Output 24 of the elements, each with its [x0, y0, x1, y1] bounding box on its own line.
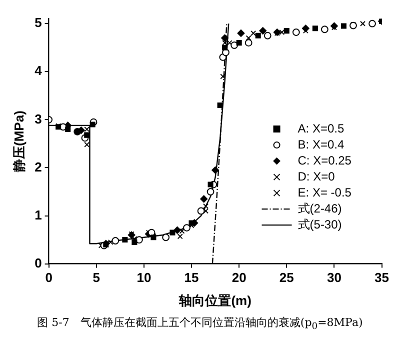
text: 图 5-7 气体静压在截面上五个不同位置沿轴向的衰减(p$_{0}$=8MPa) — [36, 315, 364, 332]
x-tick-label: 5 — [92, 270, 100, 286]
legend-label: A: X=0.5 — [298, 121, 344, 136]
legend-label: 式(2-46) — [298, 201, 342, 216]
x-tick-label: 20 — [232, 270, 246, 286]
y-axis-title: 静压(MPa) — [11, 110, 26, 173]
legend-label: 式(5-30) — [298, 217, 342, 232]
y-tick-label: 3 — [34, 111, 42, 126]
legend-label: B: X=0.4 — [298, 137, 344, 152]
x-tick-label: 0 — [45, 270, 52, 286]
legend-label: D: X=0 — [298, 169, 336, 184]
x-tick-label: 35 — [374, 270, 390, 286]
y-tick-label: 4 — [34, 63, 43, 78]
x-tick-label: 10 — [136, 270, 152, 286]
y-tick-label: 1 — [34, 207, 42, 222]
legend-label: C: X=0.25 — [298, 153, 352, 168]
x-axis-title: 轴向位置(m) — [178, 292, 252, 308]
x-tick-label: 25 — [279, 270, 294, 286]
y-tick-label: 5 — [34, 15, 42, 30]
y-tick-label: 2 — [34, 159, 42, 174]
x-tick-label: 30 — [326, 270, 342, 286]
y-tick-label: 0 — [34, 255, 42, 270]
x-tick-label: 15 — [184, 270, 199, 286]
legend-label: E: X= -0.5 — [298, 185, 352, 200]
